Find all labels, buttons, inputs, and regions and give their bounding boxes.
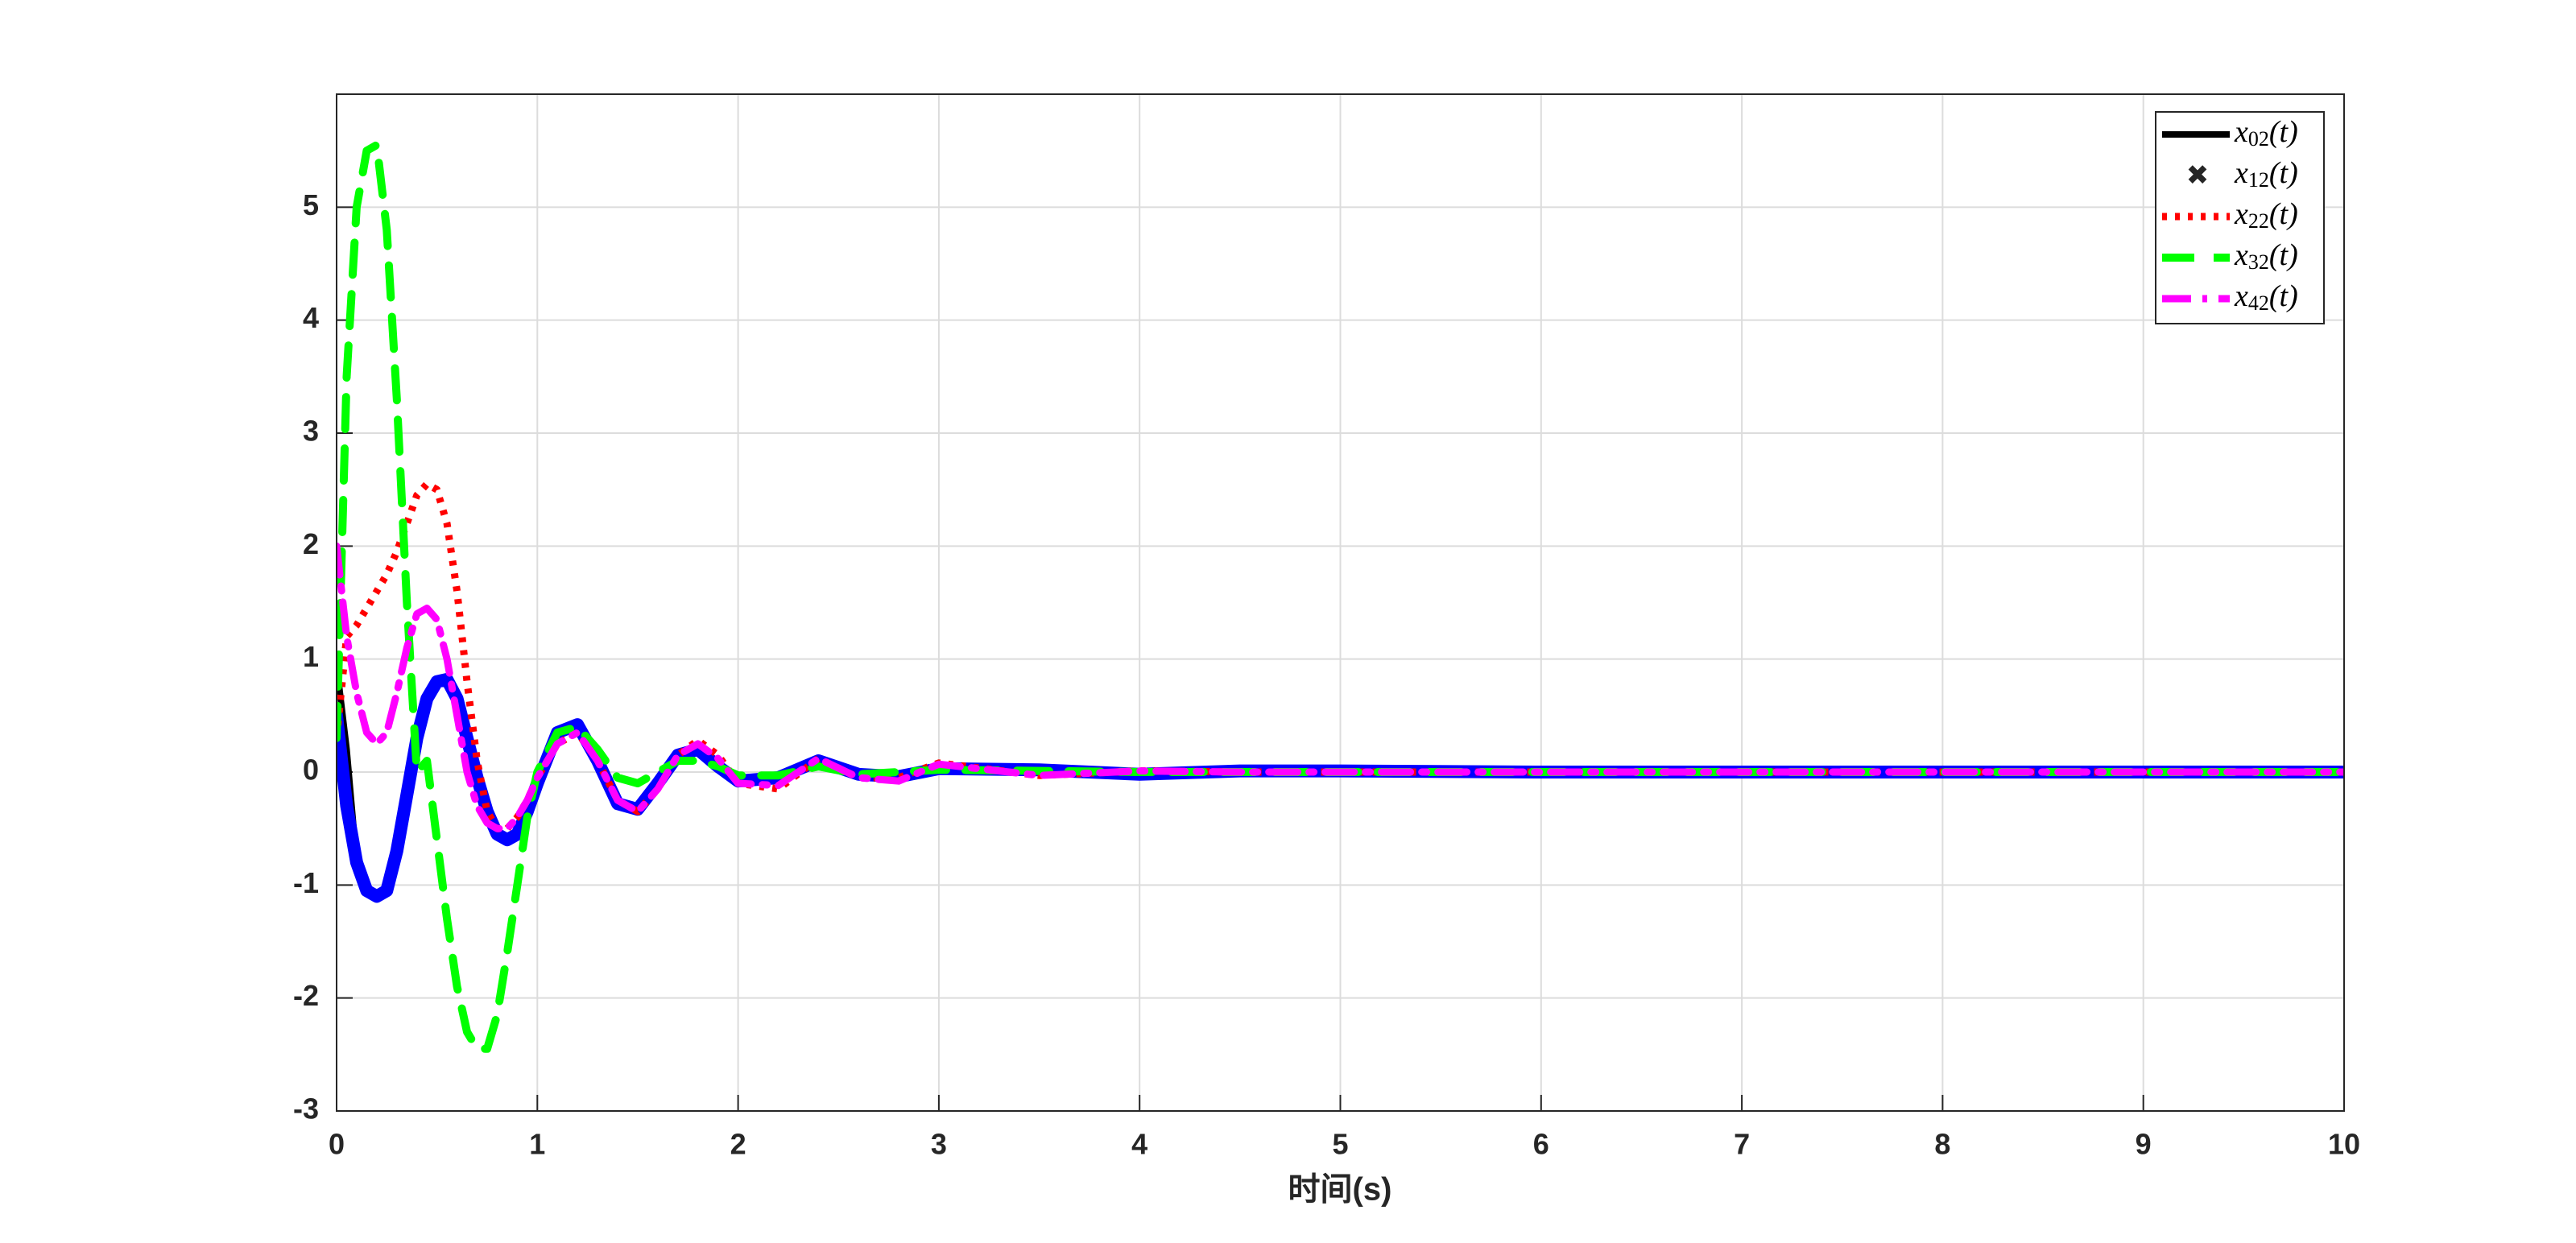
x-tick-label: 5 <box>1332 1128 1348 1161</box>
legend-marker: ✖ <box>2186 160 2210 191</box>
legend-label: x12(t) <box>2234 156 2298 192</box>
legend-box <box>2155 111 2325 324</box>
x-tick-label: 3 <box>931 1128 947 1161</box>
x-tick-label: 4 <box>1131 1128 1147 1161</box>
x-tick-label: 6 <box>1533 1128 1549 1161</box>
x-tick-label: 8 <box>1934 1128 1950 1161</box>
x-tick-label: 1 <box>529 1128 545 1161</box>
legend-label: x42(t) <box>2234 279 2298 315</box>
x-tick-label: 9 <box>2136 1128 2152 1161</box>
legend-label: x02(t) <box>2234 115 2298 151</box>
x-tick-label: 10 <box>2328 1128 2360 1161</box>
y-tick-label: 4 <box>303 301 319 334</box>
legend-label: x22(t) <box>2234 197 2298 233</box>
series-line <box>337 542 2344 832</box>
legend-label: x32(t) <box>2234 238 2298 274</box>
x-tick-label: 2 <box>730 1128 746 1161</box>
y-tick-label: -2 <box>293 979 319 1012</box>
y-tick-label: -1 <box>293 866 319 899</box>
x-axis-label: 时间(s) <box>1288 1172 1392 1208</box>
y-tick-label: 1 <box>303 640 319 673</box>
x-tick-label: 7 <box>1734 1128 1750 1161</box>
y-tick-label: 5 <box>303 188 319 221</box>
y-tick-label: 3 <box>303 415 319 448</box>
series-line <box>337 141 2344 1053</box>
y-tick-label: 2 <box>303 527 319 560</box>
series-group <box>337 141 2344 1053</box>
x-tick-label: 0 <box>329 1128 345 1161</box>
y-tick-label: -3 <box>293 1092 319 1125</box>
axes-box <box>336 93 2345 1112</box>
y-tick-label: 0 <box>303 754 319 787</box>
